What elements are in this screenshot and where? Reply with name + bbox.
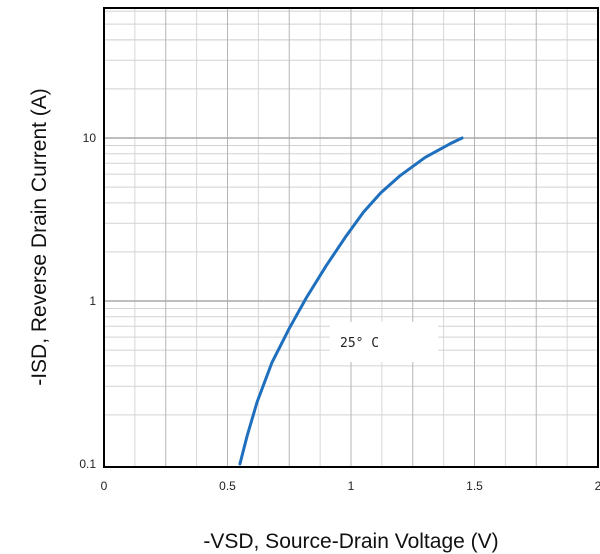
annotation-box (330, 322, 438, 362)
x-tick-label: 0.5 (219, 479, 236, 493)
y-tick-label: 0.1 (79, 457, 96, 471)
y-tick-label: 1 (89, 294, 96, 308)
x-tick-label: 0 (101, 479, 108, 493)
y-tick-label: 10 (83, 131, 97, 145)
x-tick-label: 2 (595, 479, 600, 493)
y-axis-title: -ISD, Reverse Drain Current (A) (28, 88, 51, 386)
series-line (238, 136, 464, 466)
tick-labels: 0 0.5 1 1.5 2 0.1 1 10 (79, 131, 600, 493)
major-gridlines (104, 8, 598, 467)
series-layer (238, 136, 464, 466)
annotation-label: 25° C (340, 336, 379, 351)
x-axis-title: -VSD, Source-Drain Voltage (V) (203, 530, 498, 553)
plot-frame (103, 7, 599, 468)
annotation: 25° C (330, 322, 438, 362)
x-tick-label: 1.5 (466, 479, 483, 493)
x-tick-label: 1 (348, 479, 355, 493)
